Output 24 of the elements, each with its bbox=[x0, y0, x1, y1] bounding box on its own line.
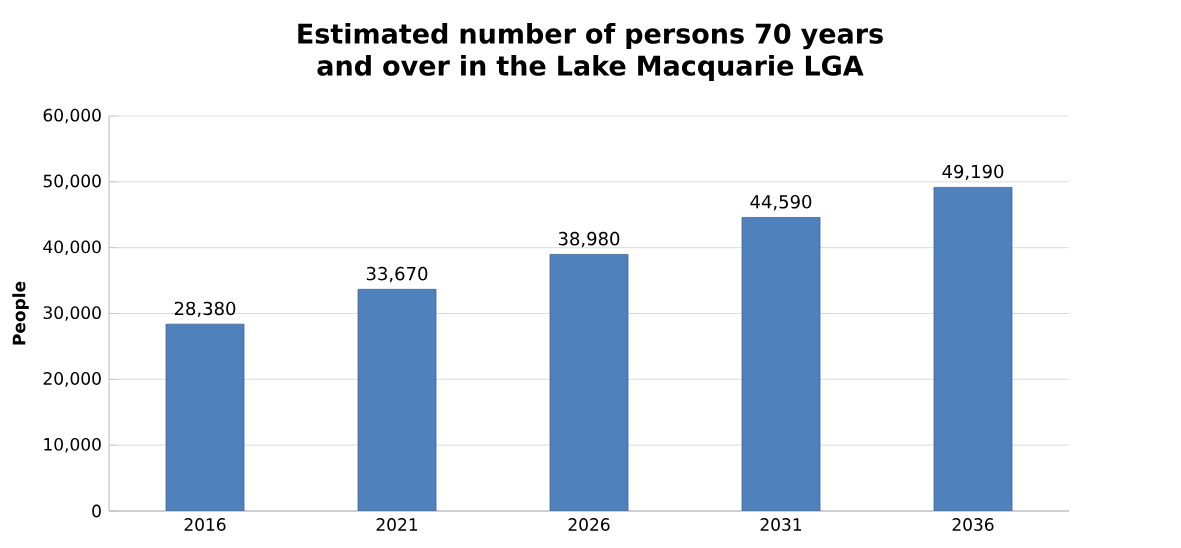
x-tick-label: 2026 bbox=[568, 518, 610, 531]
bar bbox=[741, 217, 821, 511]
bar bbox=[549, 253, 629, 511]
y-axis-title: People bbox=[12, 281, 29, 345]
y-tick-label: 30,000 bbox=[43, 306, 101, 321]
x-tick-label: 2036 bbox=[952, 518, 994, 531]
x-tick-label: 2016 bbox=[184, 518, 226, 531]
x-tick-label: 2031 bbox=[760, 518, 802, 531]
chart-title: Estimated number of persons 70 years and over in the Lake Macquarie LGA bbox=[298, 22, 883, 82]
bar bbox=[933, 186, 1013, 511]
bar bbox=[357, 288, 437, 511]
y-tick-label: 50,000 bbox=[43, 174, 101, 190]
data-label: 38,980 bbox=[558, 231, 620, 248]
y-tick-label: 0 bbox=[92, 504, 101, 518]
bar bbox=[165, 323, 245, 511]
y-tick-label: 20,000 bbox=[43, 372, 101, 387]
x-tick-label: 2021 bbox=[376, 518, 418, 531]
y-tick-label: 10,000 bbox=[44, 437, 101, 453]
data-label: 33,670 bbox=[366, 266, 428, 283]
y-tick-label: 40,000 bbox=[43, 240, 101, 255]
data-label: 44,590 bbox=[750, 194, 812, 211]
data-label: 28,380 bbox=[174, 301, 236, 318]
y-tick-label: 60,000 bbox=[43, 108, 101, 124]
data-label: 49,190 bbox=[942, 164, 1004, 181]
